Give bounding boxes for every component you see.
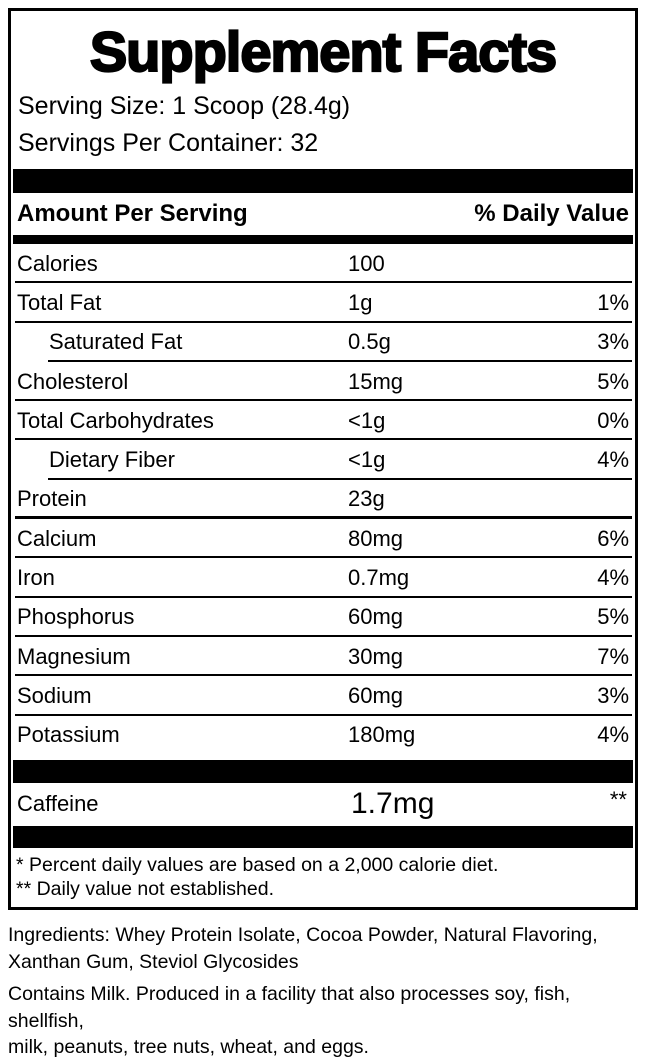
nutrient-amount: 80mg bbox=[348, 525, 404, 551]
nutrient-daily-value: 7% bbox=[597, 643, 629, 669]
nutrient-daily-value: 3% bbox=[597, 682, 629, 708]
nutrient-row: Total Carbohydrates <1g 0% bbox=[11, 401, 635, 441]
nutrient-amount: 60mg bbox=[348, 682, 404, 708]
row-separator bbox=[15, 595, 632, 598]
nutrient-daily-value: 6% bbox=[597, 525, 629, 551]
nutrient-amount: 100 bbox=[348, 250, 385, 276]
nutrient-amount: 15mg bbox=[348, 368, 404, 394]
nutrient-amount: 180mg bbox=[348, 722, 416, 748]
nutrient-name: Total Carbohydrates bbox=[17, 407, 214, 433]
nutrient-row: Calories 100 bbox=[11, 244, 635, 284]
nutrient-name: Calories bbox=[17, 250, 98, 276]
divider-bar-bottom bbox=[13, 825, 633, 848]
nutrient-row: Sodium 60mg 3% bbox=[11, 676, 635, 716]
row-separator bbox=[15, 713, 632, 716]
nutrient-row: Total Fat 1g 1% bbox=[11, 283, 635, 323]
nutrient-name: Caffeine bbox=[17, 791, 99, 817]
nutrient-row: Phosphorus 60mg 5% bbox=[11, 598, 635, 637]
supplement-facts-panel: Supplement Facts Serving Size: 1 Scoop (… bbox=[8, 8, 638, 910]
nutrient-row: Potassium 180mg 4% bbox=[11, 716, 635, 755]
nutrient-daily-value: 5% bbox=[597, 368, 629, 394]
servings-per-container-line: Servings Per Container: 32 bbox=[18, 129, 319, 157]
nutrient-amount: 30mg bbox=[348, 643, 404, 669]
nutrient-rows: Calories 100 Total Fat 1g 1% Saturated F… bbox=[11, 244, 635, 755]
row-separator bbox=[15, 399, 632, 402]
allergen-line: Contains Milk. Produced in a facility th… bbox=[8, 983, 571, 1032]
nutrient-row: Protein 23g bbox=[11, 480, 635, 520]
nutrient-name: Magnesium bbox=[17, 643, 131, 669]
nutrient-daily-value: 1% bbox=[597, 289, 629, 315]
row-separator bbox=[15, 556, 632, 559]
nutrient-name: Protein bbox=[17, 486, 87, 512]
nutrient-row: Magnesium 30mg 7% bbox=[11, 637, 635, 677]
nutrient-amount: 1g bbox=[348, 289, 373, 315]
row-separator bbox=[15, 674, 632, 677]
footnote-not-established: ** Daily value not established. bbox=[16, 877, 274, 900]
nutrient-row: Saturated Fat 0.5g 3% bbox=[11, 323, 635, 362]
row-separator bbox=[48, 477, 632, 480]
nutrient-name: Dietary Fiber bbox=[49, 447, 175, 473]
divider-bar-caffeine-top bbox=[13, 759, 633, 783]
nutrient-daily-value: 4% bbox=[597, 447, 629, 473]
divider-bar-top bbox=[13, 169, 633, 193]
percent-daily-value-header: % Daily Value bbox=[474, 200, 629, 227]
ingredients-text: Ingredients: Whey Protein Isolate, Cocoa… bbox=[8, 922, 636, 975]
caffeine-row: Caffeine 1.7mg ** bbox=[11, 783, 635, 826]
nutrient-name: Total Fat bbox=[17, 289, 102, 315]
panel-title: Supplement Facts bbox=[89, 19, 559, 84]
allergen-line: milk, peanuts, tree nuts, wheat, and egg… bbox=[8, 1036, 369, 1058]
footnotes: * Percent daily values are based on a 2,… bbox=[11, 848, 635, 907]
nutrient-name: Iron bbox=[17, 565, 55, 591]
nutrient-amount: 0.7mg bbox=[348, 565, 410, 591]
divider-bar-header bbox=[13, 235, 633, 244]
nutrient-daily-value: 5% bbox=[597, 604, 629, 630]
nutrient-row: Dietary Fiber <1g 4% bbox=[11, 440, 635, 480]
nutrient-daily-value: 3% bbox=[597, 329, 629, 355]
nutrient-name: Saturated Fat bbox=[49, 329, 183, 355]
nutrient-daily-value: ** bbox=[609, 786, 627, 812]
nutrient-amount: <1g bbox=[348, 407, 386, 433]
nutrient-amount: <1g bbox=[348, 447, 386, 473]
row-separator bbox=[15, 516, 632, 520]
nutrient-name: Cholesterol bbox=[17, 368, 129, 394]
row-separator bbox=[15, 281, 632, 284]
nutrient-amount: 1.7mg bbox=[351, 787, 435, 821]
ingredients-line: Xanthan Gum, Steviol Glycosides bbox=[8, 950, 299, 973]
row-separator bbox=[15, 634, 632, 637]
nutrient-daily-value: 4% bbox=[597, 565, 629, 591]
serving-size-line: Serving Size: 1 Scoop (28.4g) bbox=[18, 92, 351, 120]
nutrient-row: Calcium 80mg 6% bbox=[11, 519, 635, 559]
row-separator bbox=[15, 320, 632, 323]
nutrient-daily-value: 4% bbox=[597, 722, 629, 748]
nutrient-row: Cholesterol 15mg 5% bbox=[11, 362, 635, 402]
nutrient-name: Potassium bbox=[17, 722, 120, 748]
nutrient-row: Iron 0.7mg 4% bbox=[11, 558, 635, 598]
nutrient-name: Calcium bbox=[17, 525, 97, 551]
amount-per-serving-header: Amount Per Serving bbox=[17, 200, 248, 227]
row-separator bbox=[15, 438, 632, 441]
allergen-text: Contains Milk. Produced in a facility th… bbox=[8, 981, 636, 1061]
nutrient-name: Sodium bbox=[17, 682, 92, 708]
footnote-daily-values: * Percent daily values are based on a 2,… bbox=[16, 853, 499, 876]
ingredients-line: Ingredients: Whey Protein Isolate, Cocoa… bbox=[8, 924, 598, 946]
nutrient-name: Phosphorus bbox=[17, 604, 135, 630]
nutrient-daily-value: 0% bbox=[597, 407, 629, 433]
row-separator bbox=[48, 359, 632, 362]
nutrient-amount: 0.5g bbox=[348, 329, 391, 355]
column-header-row: Amount Per Serving % Daily Value bbox=[11, 193, 635, 235]
nutrient-amount: 60mg bbox=[348, 604, 404, 630]
nutrient-amount: 23g bbox=[348, 486, 385, 512]
